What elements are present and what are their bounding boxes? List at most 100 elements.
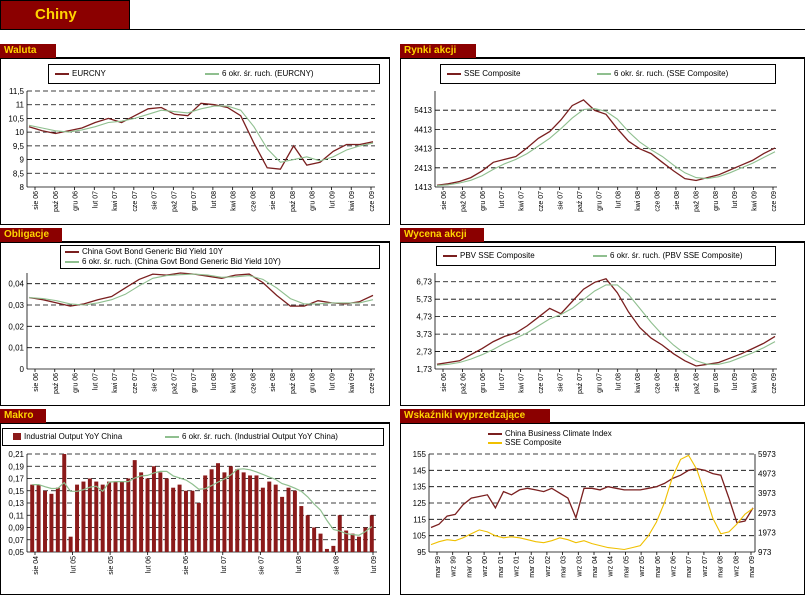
x-tick-label: mar 07: [686, 556, 693, 578]
y-right-tick-label: 4973: [758, 470, 776, 479]
x-tick-label: paź 08: [290, 191, 297, 212]
x-tick-label: gru 08: [310, 191, 317, 211]
x-tick-label: kwi 08: [635, 373, 642, 393]
section-waluta: Waluta: [0, 44, 56, 58]
y-tick-label: 4,73: [416, 313, 432, 322]
x-tick-label: gru 06: [480, 191, 487, 211]
y-tick-label: 145: [413, 466, 427, 475]
series-line-main: [430, 468, 754, 529]
x-tick-label: kwi 07: [519, 191, 526, 211]
bar: [248, 475, 253, 552]
legend-wycena: PBV SSE Composite 6 okr. śr. ruch. (PBV …: [436, 246, 776, 266]
x-tick-label: sie 08: [674, 191, 681, 210]
legend-label: 6 okr. śr. ruch. (EURCNY): [222, 69, 314, 78]
y-tick-label: 1413: [414, 183, 432, 192]
y-tick-label: 0,19: [8, 462, 24, 471]
y-tick-label: 0,03: [8, 301, 24, 310]
x-tick-label: kwi 09: [752, 373, 759, 393]
x-tick-label: gru 06: [480, 373, 487, 393]
x-tick-label: paź 08: [693, 191, 700, 212]
chart-svg-obligacje: 0 0,01 0,02 0,03 0,04 sie 06 paź 06 gru 06 lut 0…: [8, 272, 376, 394]
legend-label: SSE Composite: [464, 69, 521, 78]
section-rule: [484, 241, 805, 242]
bar: [196, 503, 201, 552]
x-tick-label: kwi 09: [349, 373, 356, 393]
bar: [113, 481, 118, 552]
x-tick-label: lut 05: [71, 556, 78, 573]
x-tick-label: cze 09: [771, 373, 778, 394]
x-tick-label: sie 05: [108, 556, 115, 575]
y-tick-label: 8,5: [13, 169, 25, 178]
x-tick-label: wrz 06: [671, 556, 678, 578]
bar: [356, 536, 361, 552]
y-tick-label: 0,13: [8, 499, 24, 508]
bar: [30, 484, 35, 552]
bar: [62, 454, 67, 552]
x-tick-label: lut 07: [92, 191, 99, 208]
section-rule: [550, 422, 805, 423]
chart-panel-waluta: 8 8,5 9 9,5 10 10,5 11 11,5 sie 06 paź 06 gru 06 lu…: [0, 58, 390, 225]
x-tick-label: paź 08: [693, 373, 700, 394]
page-title-box: Chiny: [0, 0, 130, 30]
x-tick-label: mar 08: [718, 556, 725, 578]
bar: [344, 530, 349, 552]
x-tick-label: sie 08: [333, 556, 340, 575]
x-tick-label: paź 07: [171, 373, 178, 394]
x-tick-label: sie 08: [270, 373, 277, 392]
legend-item: 6 okr. śr. ruch. (Industrial Output YoY …: [165, 432, 338, 441]
section-rule: [62, 241, 390, 242]
x-tick-label: mar 09: [749, 556, 756, 578]
bar: [36, 484, 41, 552]
bar: [331, 545, 336, 552]
legend-makro: Industrial Output YoY China 6 okr. śr. r…: [2, 428, 384, 446]
x-tick-label: cze 08: [250, 373, 257, 394]
x-tick-label: kwi 09: [752, 191, 759, 211]
bar: [222, 472, 227, 552]
legend-item: 6 okr. śr. ruch. (EURCNY): [205, 69, 314, 78]
x-tick-label: kwi 09: [349, 191, 356, 211]
x-tick-label: lut 09: [732, 373, 739, 390]
y-tick-label: 0,01: [8, 344, 24, 353]
y-tick-label: 0,02: [8, 322, 24, 331]
legend-item: 6 okr. śr. ruch. (SSE Composite): [597, 69, 728, 78]
x-tick-label: lut 09: [732, 191, 739, 208]
legend-item: SSE Composite: [447, 69, 520, 78]
bar: [241, 472, 246, 552]
x-tick-label: mar 06: [655, 556, 662, 578]
x-tick-label: lut 08: [296, 556, 303, 573]
y-tick-label: 3,73: [416, 330, 432, 339]
series-line-secondary: [436, 284, 776, 366]
legend-label: China Govt Bond Generic Bid Yield 10Y: [82, 247, 223, 256]
x-tick-label: gru 07: [596, 191, 603, 211]
series-line-ma: [32, 468, 373, 536]
chart-svg-waluta: 8 8,5 9 9,5 10 10,5 11 11,5 sie 06 paź 06 gru 06 lu…: [8, 87, 376, 212]
section-rynki: Rynki akcji: [400, 44, 476, 58]
legend-item: PBV SSE Composite: [443, 251, 535, 260]
x-tick-label: lut 07: [499, 373, 506, 390]
y-right-tick-label: 973: [758, 548, 772, 557]
section-rule: [56, 57, 390, 58]
x-tick-label: gru 08: [310, 373, 317, 393]
x-tick-label: sie 04: [33, 556, 40, 575]
series-line-main: [436, 278, 776, 367]
bar: [126, 478, 131, 552]
x-tick-label: wrz 00: [482, 556, 489, 578]
y-tick-label: 11,5: [9, 87, 25, 96]
x-tick-label: sie 07: [557, 191, 564, 210]
y-tick-label: 0: [20, 365, 25, 374]
bar: [55, 487, 60, 552]
x-tick-label: lut 08: [211, 191, 218, 208]
y-tick-label: 10,5: [8, 114, 24, 123]
y-tick-label: 9: [20, 156, 25, 165]
bar: [171, 487, 176, 552]
y-right-tick-label: 3973: [758, 489, 776, 498]
x-tick-label: paź 08: [290, 373, 297, 394]
y-tick-label: 125: [413, 499, 427, 508]
x-tick-label: gru 08: [713, 191, 720, 211]
legend-label: PBV SSE Composite: [460, 251, 535, 260]
chart-svg-wskazniki: 95 105 115 125 135 145 155 973 1973 2973 3973 4973 5…: [413, 450, 777, 578]
x-tick-label: wrz 03: [576, 556, 583, 578]
y-tick-label: 3413: [414, 145, 432, 154]
y-tick-label: 9,5: [13, 142, 25, 151]
bar: [203, 475, 208, 552]
